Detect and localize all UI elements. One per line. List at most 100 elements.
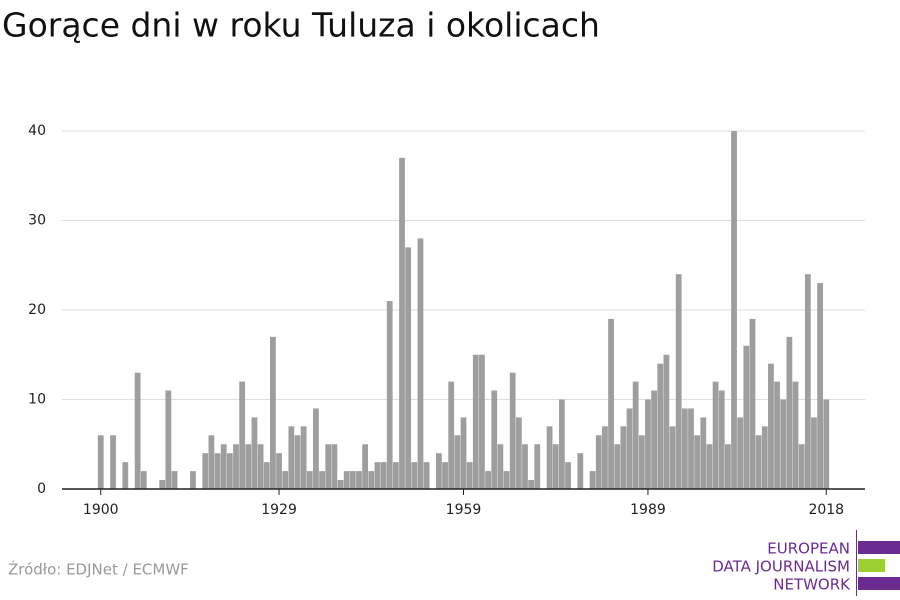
bar bbox=[774, 381, 780, 489]
bar bbox=[386, 301, 393, 489]
bar bbox=[349, 471, 356, 489]
bar bbox=[534, 444, 541, 489]
bar bbox=[737, 417, 744, 489]
bar bbox=[294, 435, 301, 489]
bar bbox=[718, 390, 725, 489]
bar bbox=[165, 390, 172, 489]
bar bbox=[214, 453, 221, 489]
bar bbox=[356, 471, 362, 489]
bar bbox=[220, 444, 227, 489]
bar bbox=[466, 462, 473, 489]
y-tick-label: 0 bbox=[37, 481, 46, 497]
bar bbox=[632, 381, 639, 489]
bar bbox=[565, 462, 571, 489]
bar bbox=[546, 426, 553, 489]
logo-text: EUROPEAN bbox=[767, 540, 850, 558]
bar bbox=[589, 471, 596, 489]
bar bbox=[558, 399, 565, 489]
bar bbox=[515, 417, 522, 489]
chart-title: Gorące dni w roku Tuluza i okolicach bbox=[2, 6, 600, 45]
bar bbox=[509, 372, 516, 489]
bar bbox=[448, 381, 455, 489]
bar bbox=[263, 462, 270, 489]
bar bbox=[706, 444, 713, 489]
bar bbox=[208, 435, 215, 489]
bar bbox=[171, 471, 178, 489]
bar bbox=[798, 444, 805, 489]
bar bbox=[503, 471, 510, 489]
bar bbox=[411, 462, 418, 489]
bar bbox=[755, 435, 762, 489]
bar bbox=[226, 453, 233, 489]
bar bbox=[331, 444, 338, 489]
bar bbox=[276, 453, 282, 489]
bar bbox=[380, 462, 387, 489]
bar bbox=[454, 435, 461, 489]
bar bbox=[288, 426, 295, 489]
bar bbox=[110, 435, 116, 489]
bar bbox=[190, 471, 196, 489]
bar bbox=[159, 480, 166, 489]
bar bbox=[362, 444, 369, 489]
bar bbox=[392, 462, 399, 489]
bar bbox=[442, 462, 448, 489]
bar bbox=[694, 435, 701, 489]
bar bbox=[552, 444, 559, 489]
bar bbox=[405, 247, 412, 489]
bar bbox=[804, 274, 811, 489]
bar bbox=[245, 444, 252, 489]
bar bbox=[823, 399, 830, 489]
bar bbox=[522, 444, 528, 489]
bar bbox=[343, 471, 350, 489]
bar bbox=[319, 471, 325, 489]
x-tick-label: 2018 bbox=[808, 502, 844, 518]
bar bbox=[786, 336, 793, 489]
bar bbox=[423, 462, 430, 489]
logo-text: NETWORK bbox=[773, 576, 851, 594]
y-tick-label: 20 bbox=[28, 302, 46, 318]
bar bbox=[688, 408, 694, 489]
bar bbox=[325, 444, 332, 489]
bar bbox=[399, 157, 405, 489]
bar bbox=[638, 435, 645, 489]
y-tick-label: 10 bbox=[28, 392, 46, 408]
bar bbox=[608, 318, 614, 489]
bar bbox=[306, 471, 313, 489]
bar bbox=[731, 131, 737, 489]
bar bbox=[700, 417, 707, 489]
bar bbox=[300, 426, 307, 489]
bar bbox=[497, 444, 504, 489]
bar bbox=[645, 399, 651, 489]
bar bbox=[368, 471, 375, 489]
bar bbox=[657, 363, 664, 489]
bar bbox=[602, 426, 608, 489]
bar bbox=[97, 435, 104, 489]
logo-bar bbox=[858, 559, 885, 572]
bar bbox=[134, 372, 141, 489]
bar bbox=[749, 318, 756, 489]
logo: EUROPEAN DATA JOURNALISM NETWORK bbox=[712, 530, 900, 596]
bar bbox=[675, 274, 682, 489]
bar bbox=[669, 426, 676, 489]
bar bbox=[472, 354, 479, 489]
bar bbox=[140, 471, 147, 489]
bar bbox=[313, 408, 319, 489]
source: Źródło: EDJNet / ECMWF bbox=[8, 560, 189, 579]
bar bbox=[528, 480, 535, 489]
x-tick-label: 1959 bbox=[446, 502, 482, 518]
bar bbox=[282, 471, 289, 489]
bar bbox=[239, 381, 246, 489]
bar bbox=[626, 408, 633, 489]
x-tick-label: 1929 bbox=[261, 502, 297, 518]
x-tick-label: 1900 bbox=[83, 502, 119, 518]
bar bbox=[724, 444, 731, 489]
bar bbox=[681, 408, 688, 489]
bar bbox=[712, 381, 719, 489]
x-tick-label: 1989 bbox=[630, 502, 666, 518]
bar bbox=[491, 390, 498, 489]
bar bbox=[792, 381, 799, 489]
bar bbox=[122, 462, 129, 489]
logo-bar bbox=[858, 541, 900, 554]
bar bbox=[743, 345, 750, 489]
bar bbox=[417, 238, 424, 489]
